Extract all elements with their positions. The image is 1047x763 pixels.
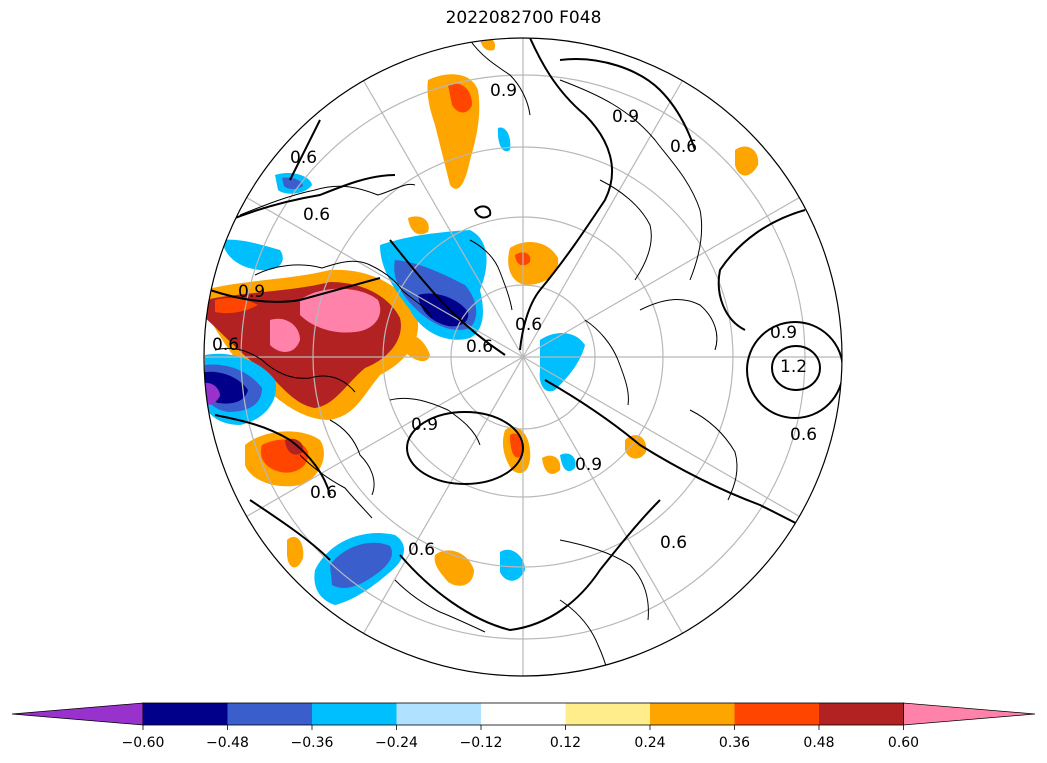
cold-extreme-southwest [205,382,220,405]
map-title: 2022082700 F048 [445,8,602,28]
contour-label-0-6: 0.6 [290,148,317,168]
contour-label-0-6: 0.6 [670,137,697,157]
contour-label-0-6: 0.6 [660,533,687,553]
contour-south-2 [249,499,331,561]
contour-centre-low [406,411,524,485]
shaded-anomalies [205,38,759,605]
contour-west-1 [229,174,396,221]
warm-core-2 [285,438,304,455]
colorbar-segment [650,703,735,725]
contour-label-0-9: 0.9 [238,282,265,302]
colorbar-tick-label: 0.48 [803,735,834,751]
pink-core [300,288,381,333]
contour-label-0-6: 0.6 [466,337,493,357]
colorbar-segment [396,703,482,725]
colorbar-segment [312,703,397,725]
contour-east-1 [717,209,806,331]
contour-east-high-outer [746,321,842,419]
cold-patch-south [500,549,525,581]
contour-label-1-2: 1.2 [780,357,807,377]
colorbar-segment [734,703,820,725]
colorbar-tick-label: 0.60 [888,735,919,751]
cold-patch-nw-core [282,177,303,189]
colorbar-tick-label: −0.60 [122,735,165,751]
warm-patch-north-core [448,83,472,113]
colorbar-extend-high [903,702,1036,726]
cold-patch-centre [539,333,585,392]
warm-patch-sse [542,455,561,474]
colorbar-extend-low [11,702,144,726]
warm-patch-nne [735,146,759,176]
contours [209,38,842,632]
warm-patch-south [434,550,474,586]
warm-patch-mid-core [510,433,523,458]
contour-centre-west [389,239,506,356]
colorbar-tick-label: 0.36 [719,735,750,751]
contour-west-2 [209,277,381,303]
contour-label-0-6: 0.6 [303,205,330,225]
contour-label-0-9: 0.9 [770,323,797,343]
contour-east-high-inner [771,345,821,391]
colorbar-segment [819,703,904,725]
contour-west-3 [214,414,331,496]
contour-northwest [289,119,321,181]
contour-labels: 0.6 0.6 0.9 0.6 0.9 0.6 0.6 0.6 0.9 0.9 … [212,81,817,560]
contour-south-1 [399,499,661,632]
contour-label-0-9: 0.9 [411,415,438,435]
colorbar: −0.60 −0.48 −0.36 −0.24 −0.12 0.12 0.24 0.36 0.4… [11,702,1036,751]
colorbar-segment [565,703,651,725]
warm-patch-centre-w [400,333,430,362]
cold-patch-sse [560,453,576,472]
warm-patch-centre [508,242,559,285]
redorange-edge [215,297,258,314]
contour-label-0-9: 0.9 [612,107,639,127]
warm-patch-nw [408,216,429,235]
cold-patch-north [497,127,511,152]
colorbar-tick-label: 0.12 [550,735,581,751]
contour-label-0-6: 0.6 [790,425,817,445]
colorbar-tick-label: −0.12 [460,735,503,751]
contour-east-2 [544,379,826,541]
pink-core-2 [270,318,300,352]
colorbar-outline [142,702,904,726]
warm-patch-sw [287,536,304,568]
colorbar-tick-label: −0.36 [291,735,334,751]
contour-label-0-9: 0.9 [575,455,602,475]
colorbar-segment [227,703,313,725]
graticule [204,38,842,676]
colorbar-tick-label: 0.24 [634,735,665,751]
contour-small-loop [473,205,492,219]
cold-patch-west [222,239,283,271]
contour-north-loop [559,58,696,151]
contour-label-0-6: 0.6 [515,315,542,335]
map-disk: 0.6 0.6 0.9 0.6 0.9 0.6 0.6 0.6 0.9 0.9 … [204,38,842,676]
contour-outer-east [519,38,613,351]
contour-label-0-6: 0.6 [310,483,337,503]
map-border [203,37,843,677]
colorbar-tick-label: −0.48 [206,735,249,751]
colorbar-tick-label: −0.24 [375,735,418,751]
contour-label-0-9: 0.9 [490,81,517,101]
colorbar-segment [481,703,566,725]
contour-label-0-6: 0.6 [212,335,239,355]
colorbar-segment [143,703,228,725]
coastlines [214,39,738,676]
contour-label-0-6: 0.6 [408,540,435,560]
warm-patch-east [625,435,647,459]
